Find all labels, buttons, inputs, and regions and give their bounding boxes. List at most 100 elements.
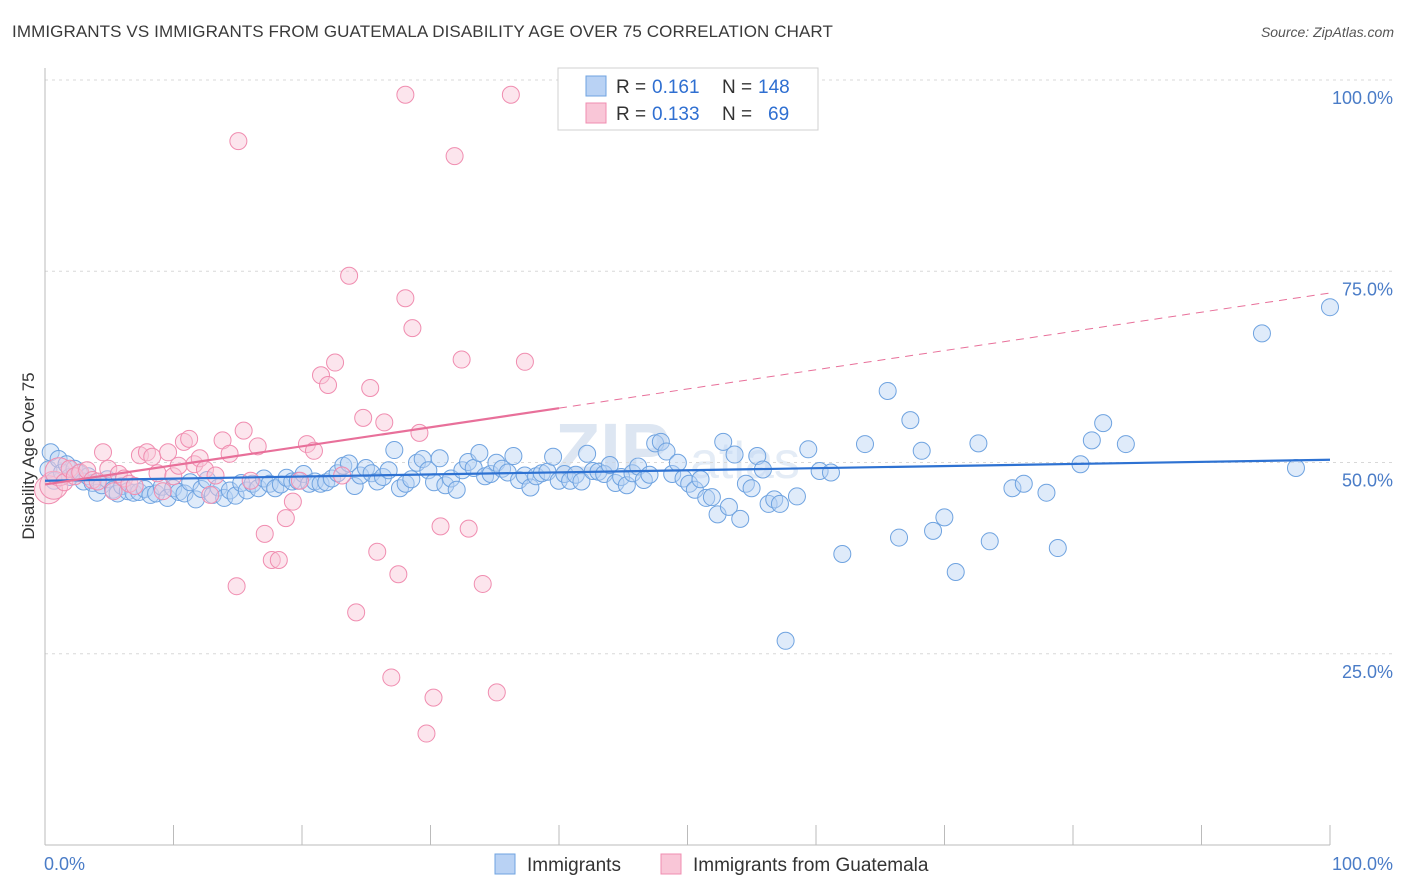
- immigrants-point: [691, 470, 710, 489]
- immigrants-point: [385, 441, 404, 460]
- immigrants-point: [1116, 435, 1135, 454]
- guatemala-point: [255, 524, 274, 543]
- immigrants-point: [890, 528, 909, 547]
- immigrants-point: [1252, 324, 1271, 343]
- immigrants-point: [1003, 479, 1022, 498]
- immigrants-point: [470, 444, 489, 463]
- stats-r-label-1: R =: [616, 104, 646, 125]
- stats-r-value-0: 0.161: [652, 77, 700, 98]
- immigrants-point: [1014, 474, 1033, 493]
- immigrants-point: [833, 545, 852, 564]
- guatemala-point: [375, 413, 394, 432]
- guatemala-point: [44, 457, 74, 487]
- watermark-suffix: atlas: [690, 432, 800, 490]
- immigrants-point: [702, 488, 721, 507]
- stats-n-value-0: 148: [758, 77, 790, 98]
- series-guatemala-points: [34, 85, 534, 743]
- immigrants-point: [447, 480, 466, 499]
- guatemala-point: [340, 266, 359, 285]
- guatemala-point: [269, 551, 288, 570]
- guatemala-trendline: [44, 407, 560, 486]
- immigrants-point: [719, 497, 738, 516]
- immigrants-point: [821, 463, 840, 482]
- stats-n-value-1: 69: [768, 104, 789, 125]
- guatemala-point: [311, 366, 330, 385]
- guatemala-point: [276, 509, 295, 528]
- stats-r-value-1: 0.133: [652, 104, 700, 125]
- immigrants-point: [600, 456, 619, 475]
- immigrants-point: [1037, 483, 1056, 502]
- guatemala-point: [241, 471, 260, 490]
- immigrants-point: [980, 532, 999, 551]
- guatemala-point: [396, 85, 415, 104]
- immigrants-point: [504, 447, 523, 466]
- y-tick-label: 100.0%: [1332, 88, 1393, 108]
- guatemala-point: [389, 565, 408, 584]
- immigrants-point: [878, 381, 897, 400]
- guatemala-point: [361, 378, 380, 397]
- guatemala-point: [248, 437, 267, 456]
- immigrants-point: [742, 479, 761, 498]
- immigrants-point: [799, 440, 818, 459]
- guatemala-point: [326, 353, 345, 372]
- immigrants-point: [969, 434, 988, 453]
- immigrants-point: [657, 442, 676, 461]
- immigrants-point: [578, 444, 597, 463]
- guatemala-point: [417, 724, 436, 743]
- guatemala-point: [319, 375, 338, 394]
- guatemala-point: [487, 683, 506, 702]
- guatemala-point: [143, 447, 162, 466]
- legend-swatch-immigrants: [494, 853, 516, 875]
- immigrants-point: [697, 488, 716, 507]
- immigrants-point: [855, 435, 874, 454]
- source-label: Source: ZipAtlas.com: [1260, 24, 1394, 40]
- stats-legend-swatch-immigrants: [585, 75, 607, 97]
- immigrants-point: [113, 476, 132, 495]
- x-tick-label-min: 0.0%: [44, 854, 85, 874]
- immigrants-point: [1082, 431, 1101, 450]
- y-axis-title: Disability Age Over 75: [19, 372, 38, 539]
- immigrants-point: [731, 509, 750, 528]
- tick-labels: 25.0% 50.0% 75.0% 100.0% 0.0% 100.0%: [44, 88, 1393, 874]
- guatemala-point: [153, 482, 172, 501]
- series-legend: Immigrants Immigrants from Guatemala: [494, 853, 929, 876]
- guatemala-point: [201, 485, 220, 504]
- gridlines: [45, 79, 1392, 655]
- guatemala-point: [459, 519, 478, 538]
- guatemala-point: [304, 441, 323, 460]
- stats-legend: R = 0.161 N = 148 R = 0.133 N = 69: [557, 67, 819, 131]
- guatemala-point: [347, 603, 366, 622]
- immigrants-point: [1321, 298, 1339, 317]
- guatemala-point: [180, 429, 199, 448]
- guatemala-point: [174, 432, 193, 451]
- guatemala-point: [368, 542, 387, 561]
- guatemala-point: [262, 551, 281, 570]
- immigrants-point: [708, 505, 727, 524]
- guatemala-point: [354, 408, 373, 427]
- guatemala-point: [229, 132, 248, 151]
- guatemala-point: [227, 577, 246, 596]
- guatemala-point: [424, 688, 443, 707]
- stats-n-label-1: N =: [722, 104, 752, 125]
- trendlines: [44, 292, 1331, 486]
- immigrants-point: [770, 494, 789, 513]
- legend-swatch-guatemala: [660, 853, 682, 875]
- immigrants-point: [714, 432, 733, 451]
- immigrants-point: [1094, 414, 1113, 433]
- guatemala-point: [104, 482, 123, 501]
- guatemala-point: [206, 466, 225, 485]
- immigrants-point: [748, 447, 767, 466]
- y-tick-label: 25.0%: [1342, 662, 1393, 682]
- immigrants-point: [640, 465, 659, 484]
- immigrants-point: [215, 488, 234, 507]
- guatemala-point: [283, 492, 302, 511]
- guatemala-trendline-extension: [558, 292, 1331, 409]
- y-tick-label: 50.0%: [1342, 471, 1393, 491]
- immigrants-point: [946, 562, 965, 581]
- guatemala-point: [125, 476, 144, 495]
- immigrants-point: [544, 447, 563, 466]
- guatemala-point: [515, 352, 534, 371]
- guatemala-point: [234, 421, 253, 440]
- guatemala-point: [445, 147, 464, 166]
- immigrants-point: [725, 445, 744, 464]
